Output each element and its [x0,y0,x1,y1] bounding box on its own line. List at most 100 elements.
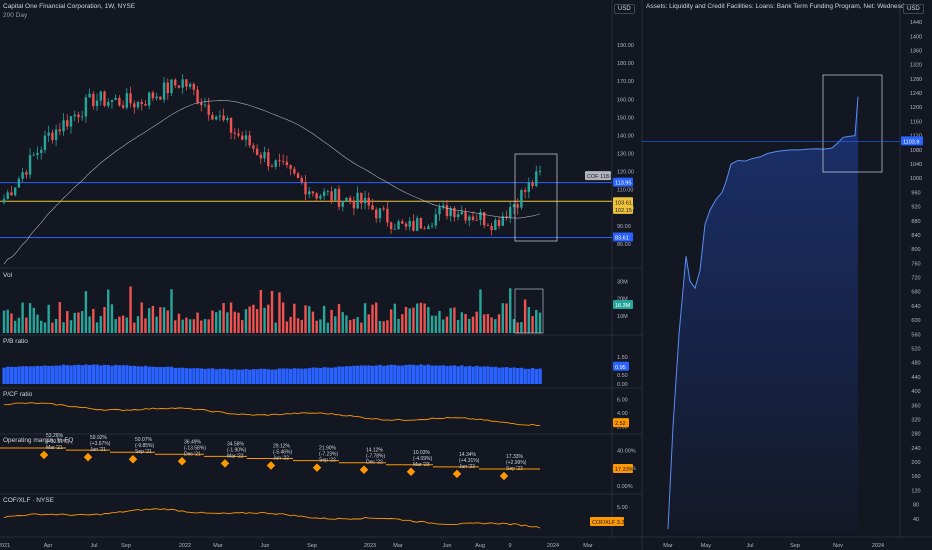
opm-marker[interactable] [83,452,93,462]
volume-bar [389,309,393,333]
price-tick: 90.00 [617,224,631,230]
opm-marker[interactable] [452,469,462,479]
candle-body [393,228,397,230]
volume-bar [442,319,445,333]
opm-marker[interactable] [406,467,416,477]
opm-tick: 0.00% [617,484,633,490]
pb-bar [348,366,352,384]
pb-bar [408,364,412,384]
candle-body [438,207,441,215]
candle-body [527,182,531,192]
opm-marker[interactable] [177,457,187,466]
opm-annotation: Mar '21 [46,445,63,451]
volume-bar [397,318,400,333]
volume-bar [69,320,73,333]
fred-price-tick: 760 [911,261,920,267]
candle-body [296,173,300,178]
fred-title[interactable]: Assets: Liquidity and Credit Facilities:… [646,3,914,10]
volume-bar [289,316,292,333]
rectangle-drawing[interactable] [514,153,558,242]
tag-yellow-2-bg [613,204,633,214]
candle-body [185,79,188,87]
candle-body [512,204,516,208]
pb-bar [370,365,375,384]
volume-bar [501,303,504,333]
tag-opm-bg [613,464,633,473]
ma-legend[interactable]: 200 Day [3,12,28,19]
volume-bar [121,315,125,333]
volume-rectangle[interactable] [514,288,544,334]
volume-bar [475,311,478,333]
candle-body [73,114,76,117]
pb-bar [452,365,457,384]
volume-bar [129,286,132,333]
fred-price-tick: 160 [911,474,920,480]
pb-bar [393,364,397,384]
opm-marker[interactable] [266,461,276,470]
symbol-title[interactable]: Capital One Financial Corporation, 1W, N… [3,3,136,10]
pb-bar [266,369,271,384]
pb-bar [259,368,263,384]
currency-button-right[interactable]: USD [903,4,924,14]
candle-body [188,84,192,87]
candle-body [28,154,32,175]
candle-body [166,82,169,94]
volume-bar [21,302,24,333]
volume-bar [460,312,464,333]
candle-body [69,116,73,127]
pb-bar [508,367,513,384]
pb-bar [147,366,151,384]
pb-legend[interactable]: P/B ratio [3,338,28,345]
volume-bar [51,322,54,333]
fred-price-tick: 1160 [910,119,922,125]
tag-yellow-1-bg [613,197,633,207]
pb-bar [311,367,315,384]
pb-bar [493,366,498,384]
candle-body [162,82,166,100]
volume-bar [43,322,47,333]
volume-tick: 20M [617,297,628,303]
volume-bar [334,316,337,333]
volume-bar [54,318,58,333]
pcf-legend[interactable]: P/CF ratio [3,391,33,398]
fred-rectangle[interactable] [822,74,883,173]
pb-bar [475,365,479,384]
volume-bar [523,299,527,333]
pb-bar [184,368,189,384]
opm-marker[interactable] [499,471,509,481]
candle-body [497,220,501,226]
pb-bar [225,369,230,384]
opm-marker[interactable] [359,465,369,474]
candle-body [516,204,519,208]
opm-marker[interactable] [312,463,322,472]
pb-bar [374,365,379,384]
pb-bar [441,365,446,384]
volume-legend[interactable]: Vol [3,272,13,279]
candle-body [211,114,214,120]
opm-legend[interactable]: Operating margin, % FQ [3,437,74,444]
candle-body [538,171,542,173]
opm-annotation: Sep '22 [319,458,336,464]
time-tick: 9 [508,543,511,549]
opm-marker[interactable] [39,450,49,460]
volume-bar [185,317,188,333]
candle-body [110,99,114,102]
pb-bar [95,364,99,384]
volume-bar [520,322,523,333]
time-tick: Mar [583,543,593,549]
volume-bar [151,305,155,333]
opm-marker[interactable] [220,459,230,468]
tag-pcf: 2.52 [615,421,626,427]
candle-body [490,225,493,231]
candle-body [144,104,147,106]
candle-body [43,135,47,150]
ratio-legend[interactable]: COF/XLF · NYSE [3,497,54,504]
volume-bar [371,304,374,333]
volume-tick: 30M [617,279,628,285]
candle-body [147,92,151,106]
volume-bar [296,318,300,333]
currency-button-left[interactable]: USD [614,4,635,14]
price-tick: 170.00 [617,79,634,85]
opm-marker[interactable] [128,454,138,464]
